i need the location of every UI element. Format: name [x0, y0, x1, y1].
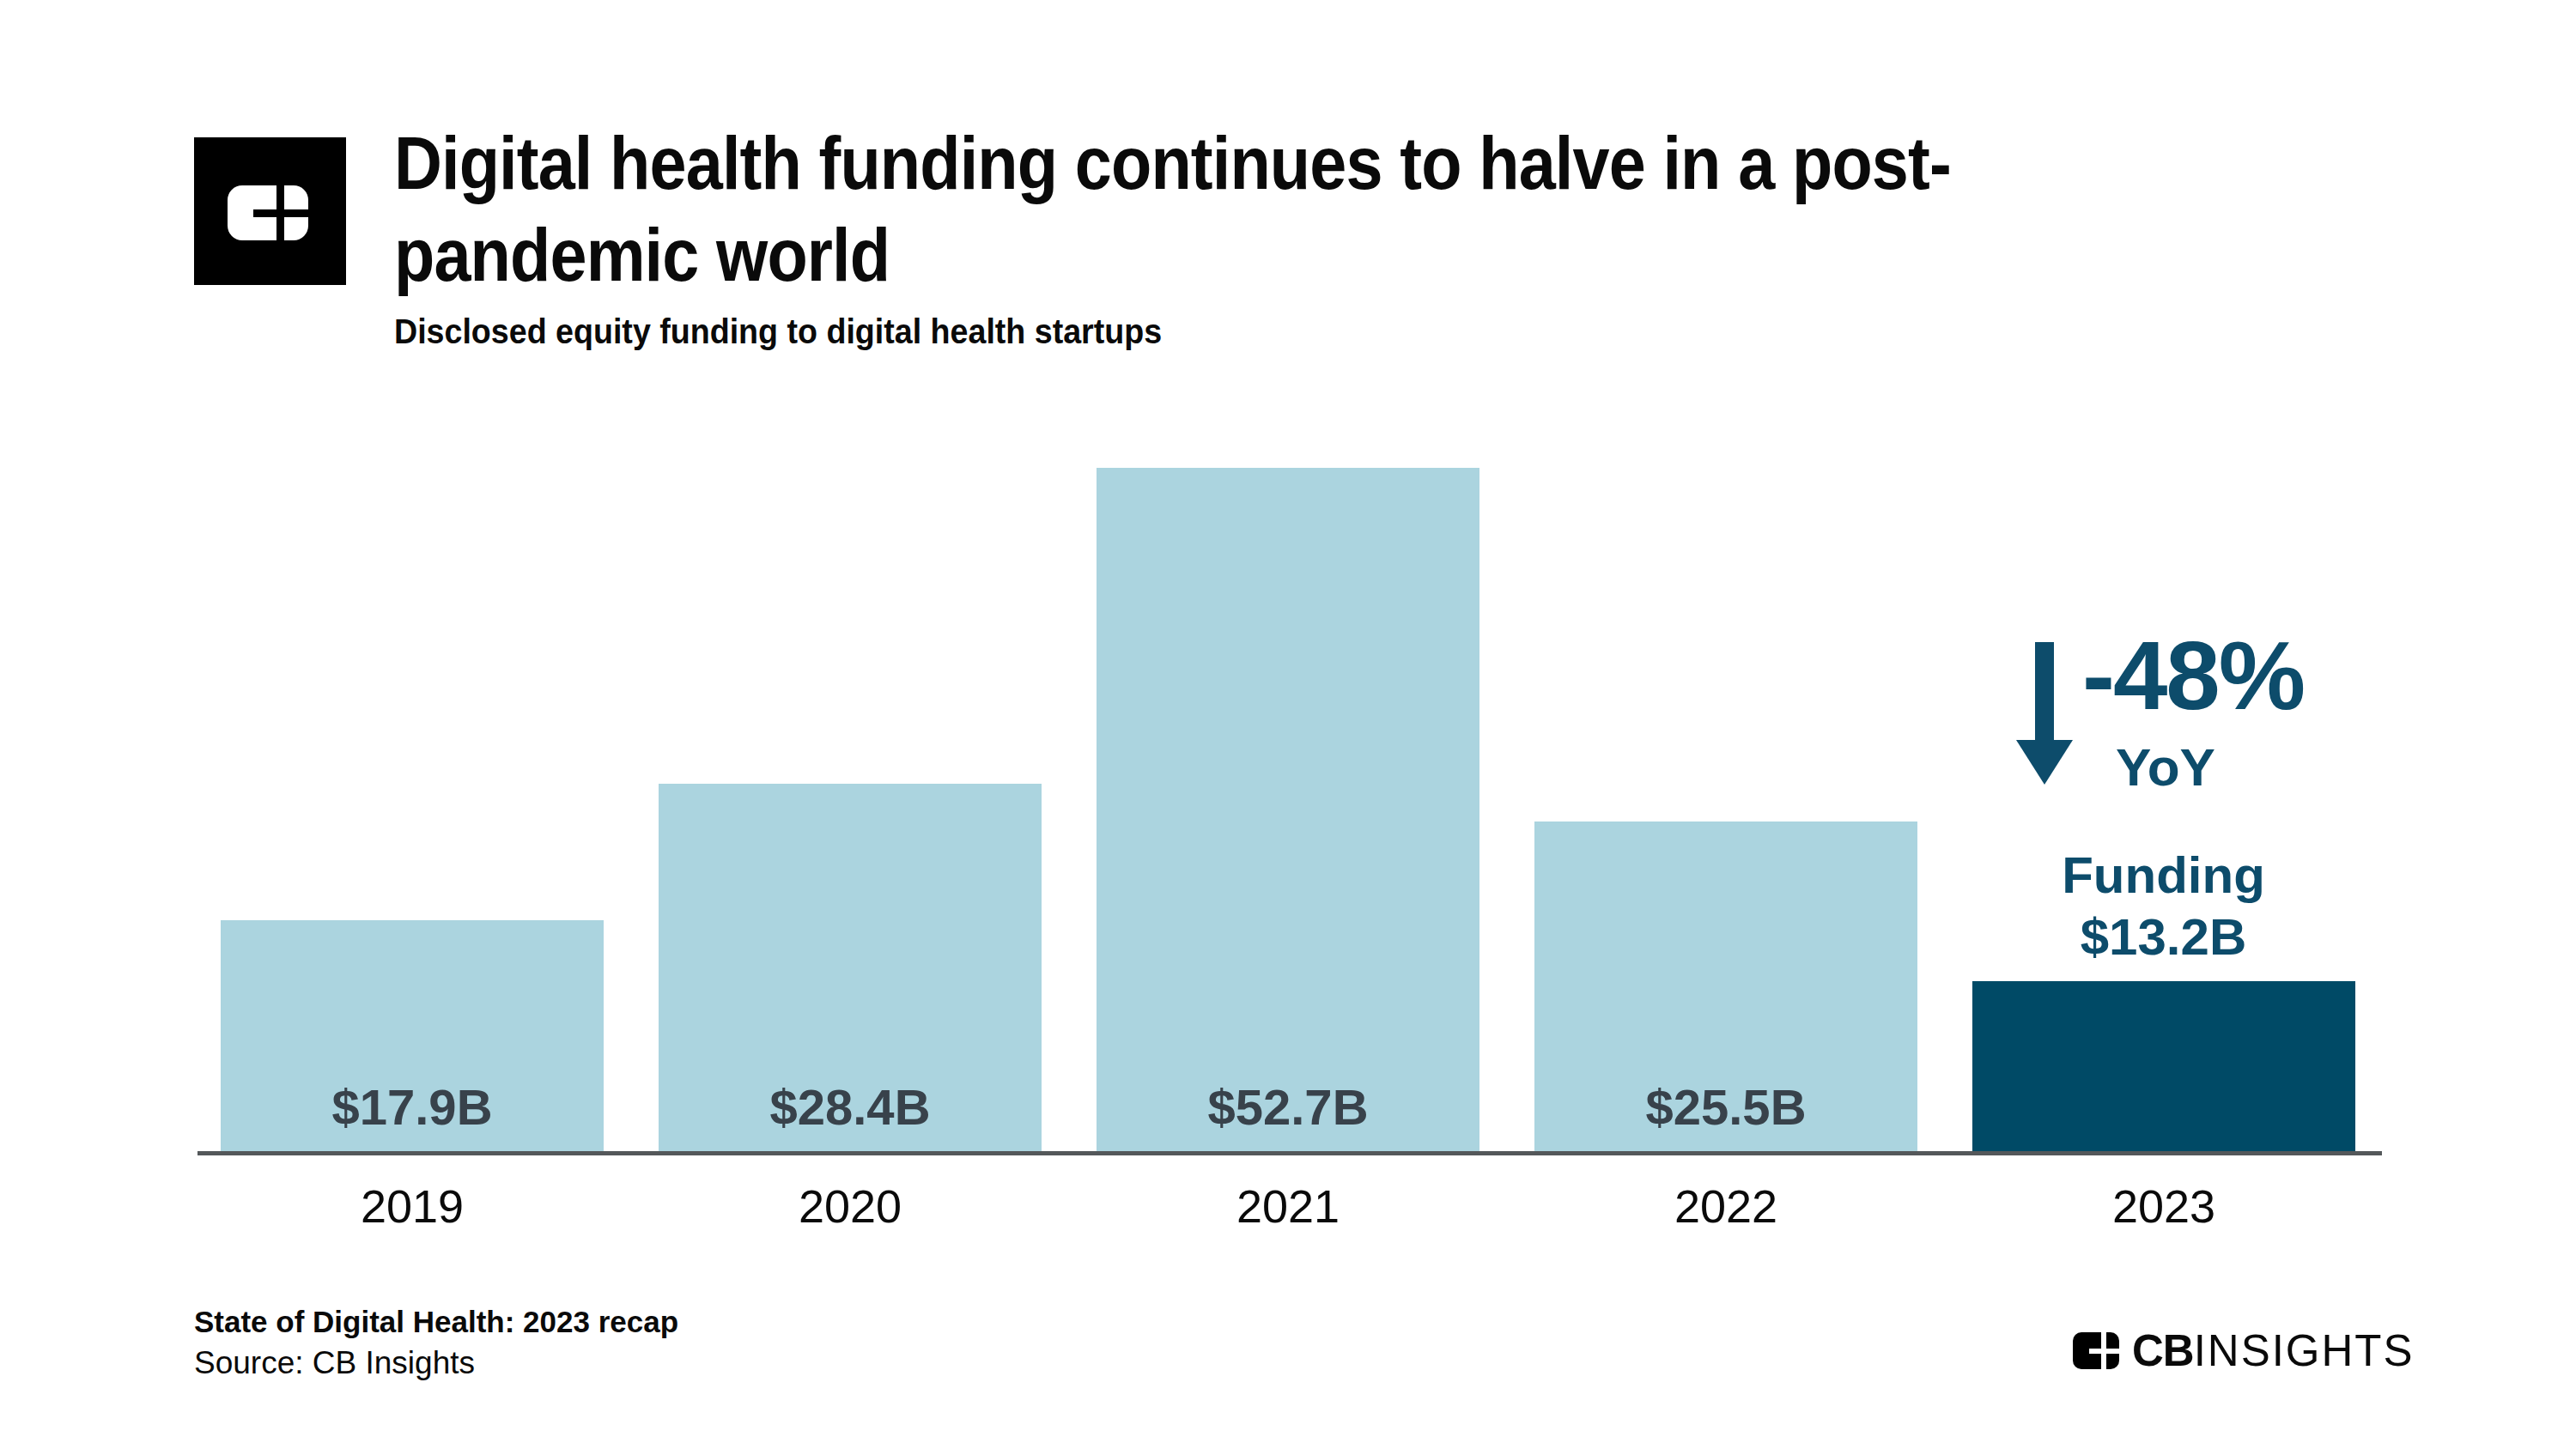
- cb-insights-mark-icon: [2073, 1332, 2119, 1369]
- bar-2019: $17.9B: [221, 920, 604, 1153]
- cb-insights-footer-logo: CBINSIGHTS: [2073, 1325, 2415, 1376]
- bar-chart-plot-area: $17.9B $28.4B $52.7B $25.5B: [221, 468, 2355, 1153]
- page-title-line2: pandemic world: [394, 209, 2132, 300]
- x-tick-label-2021: 2021: [1097, 1179, 1479, 1233]
- bar-2023: [1972, 981, 2355, 1153]
- chart-subtitle: Disclosed equity funding to digital heal…: [394, 312, 1162, 351]
- funding-callout-label: Funding: [1971, 845, 2355, 906]
- x-tick-label-2019: 2019: [221, 1179, 604, 1233]
- page-title: Digital health funding continues to halv…: [394, 117, 2132, 300]
- funding-callout: Funding $13.2B: [1971, 845, 2355, 968]
- x-axis-line: [197, 1151, 2382, 1155]
- footer-attribution: State of Digital Health: 2023 recap Sour…: [194, 1307, 678, 1379]
- source-line: Source: CB Insights: [194, 1347, 678, 1379]
- x-axis-tick-labels: 2019 2020 2021 2022 2023: [221, 1179, 2355, 1233]
- bar-value-label: $52.7B: [1097, 1078, 1479, 1136]
- cb-insights-logo-icon: [194, 137, 346, 285]
- bar-value-label: $28.4B: [659, 1078, 1042, 1136]
- bar-2020: $28.4B: [659, 784, 1042, 1153]
- x-tick-label-2020: 2020: [659, 1179, 1042, 1233]
- bar-2021: $52.7B: [1097, 468, 1479, 1153]
- funding-callout-value: $13.2B: [1971, 906, 2355, 968]
- yoy-change-label: YoY: [2080, 737, 2251, 797]
- down-arrow-icon: [2016, 642, 2073, 785]
- x-tick-label-2023: 2023: [1972, 1179, 2355, 1233]
- yoy-change-value: -48%: [2082, 627, 2304, 724]
- x-tick-label-2022: 2022: [1534, 1179, 1917, 1233]
- bar-2022: $25.5B: [1534, 822, 1917, 1153]
- wordmark-cb: CB: [2132, 1326, 2194, 1375]
- wordmark-insights: INSIGHTS: [2194, 1326, 2415, 1375]
- page-title-line1: Digital health funding continues to halv…: [394, 117, 2132, 209]
- bar-value-label: $25.5B: [1534, 1078, 1917, 1136]
- report-title: State of Digital Health: 2023 recap: [194, 1307, 678, 1337]
- bar-value-label: $17.9B: [221, 1078, 604, 1136]
- cb-insights-wordmark: CBINSIGHTS: [2132, 1325, 2415, 1376]
